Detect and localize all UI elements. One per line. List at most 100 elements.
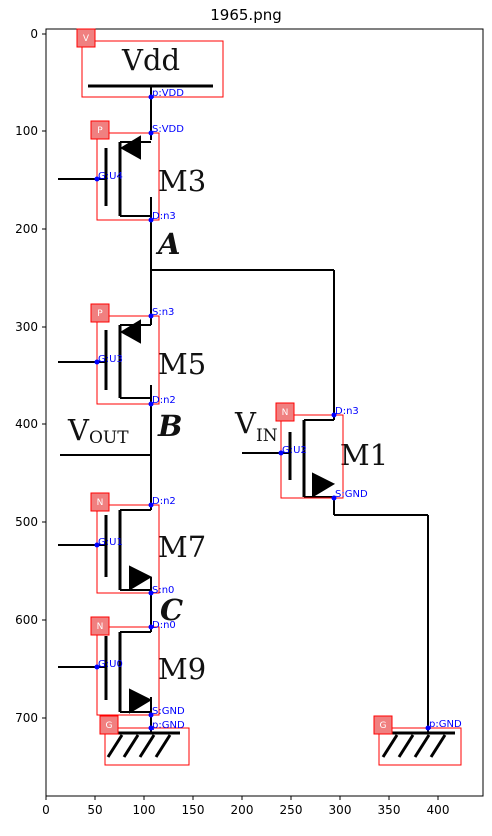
m9-badge [90,616,110,636]
x-tick-label: 50 [87,803,102,817]
gnd-left-badge [99,715,119,735]
ground-right-hatch [429,734,447,758]
x-tick-label: 100 [133,803,156,817]
pin-dot [425,725,431,731]
y-tick-label: 700 [15,711,38,725]
y-tick-label: 500 [15,515,38,529]
pin-label: D:n2 [152,496,176,507]
pin-label: S:VDD [152,124,184,135]
gnd-right-badge-label: G [380,721,387,731]
m3-badge [90,120,110,140]
vout-label: V [67,413,90,447]
component-badges: V P P N N G N G [76,28,393,735]
m1-arrow-icon [312,472,336,498]
m9-badge-label: N [97,622,104,632]
x-axis: 0 50 100 150 200 250 300 350 400 [42,796,449,817]
y-tick-label: 400 [15,417,38,431]
x-tick-label: 200 [231,803,254,817]
m3-label: M3 [158,164,206,198]
vin-subscript: IN [256,426,278,446]
pin-dot [148,502,154,508]
pin-dot [94,542,100,548]
y-tick-label: 0 [30,27,38,41]
gnd-right-box [378,727,462,766]
m9-arrow-icon [129,688,153,714]
pin-label: D:n0 [152,620,176,631]
pin-dot [331,495,337,501]
transistor-m5 [58,319,151,399]
ground-right-hatch [381,734,399,758]
gnd-left-box [104,727,190,766]
ground-left-hatch [138,734,156,758]
vin-label: V [234,406,257,440]
pin-dot [278,450,284,456]
pin-dot [148,217,154,223]
m5-badge-label: P [97,309,103,319]
vdd-badge-label: V [83,34,90,44]
transistor-m1 [283,419,336,498]
pin-label: D:n2 [152,395,176,406]
transistor-m7 [58,509,153,591]
pin-label: S:GND [335,489,368,500]
node-c-label: C [160,593,183,627]
pin-dot [148,624,154,630]
pin-dot [148,94,154,100]
pin-dot [94,176,100,182]
y-tick-label: 200 [15,222,38,236]
pin-dot [148,712,154,718]
pin-dot [148,590,154,596]
node-a-label: A [155,227,181,261]
figure-title: 1965.png [210,6,282,24]
gnd-right-badge [373,715,393,735]
x-tick-label: 300 [329,803,352,817]
m5-arrow-icon [120,319,141,344]
m1-badge-label: N [282,408,289,418]
pin-label: S:n3 [152,307,174,318]
m3-arrow-icon [120,135,141,160]
ground-left-hatch [106,734,124,758]
m5-badge [90,303,110,323]
x-tick-label: 0 [42,803,50,817]
m1-label: M1 [340,438,388,472]
m7-badge-label: N [97,498,104,508]
pin-label: D:n3 [152,211,176,222]
vout-subscript: OUT [89,428,129,448]
x-tick-label: 150 [182,803,205,817]
node-b-label: B [157,409,183,443]
x-tick-label: 250 [280,803,303,817]
gnd-left-badge-label: G [106,721,113,731]
y-tick-label: 600 [15,613,38,627]
ground-left-hatch [154,734,172,758]
pin-label: G:U3 [98,354,123,365]
pin-label: p:GND [152,720,185,731]
pin-dot [94,359,100,365]
plot-frame [45,28,484,797]
pin-dot [148,313,154,319]
pin-label: S:GND [152,706,185,717]
vdd-label: Vdd [121,43,180,77]
pin-dots [94,94,431,731]
annotation-boxes [81,40,462,766]
pin-dot [94,664,100,670]
vdd-badge [76,28,96,48]
ground-right-hatch [397,734,415,758]
pin-labels: p:VDD S:VDD G:U4 D:n3 S:n3 G:U3 D:n2 D:n… [98,88,462,731]
pin-dot [148,401,154,407]
pin-label: D:n3 [335,406,359,417]
m9-box [96,626,160,716]
m7-arrow-icon [129,565,153,591]
m9-label: M9 [158,652,206,686]
x-tick-label: 400 [427,803,450,817]
m5-label: M5 [158,347,206,381]
pin-dot [331,412,337,418]
m3-badge-label: P [97,126,103,136]
pin-label: G:U1 [98,537,123,548]
pin-label: G:U0 [98,659,123,670]
pin-label: p:VDD [152,88,184,99]
m7-label: M7 [158,530,206,564]
ground-right-icon [381,731,455,758]
pin-dot [148,130,154,136]
y-tick-label: 300 [15,320,38,334]
ground-left-hatch [122,734,140,758]
pin-label: G:U2 [282,445,307,456]
